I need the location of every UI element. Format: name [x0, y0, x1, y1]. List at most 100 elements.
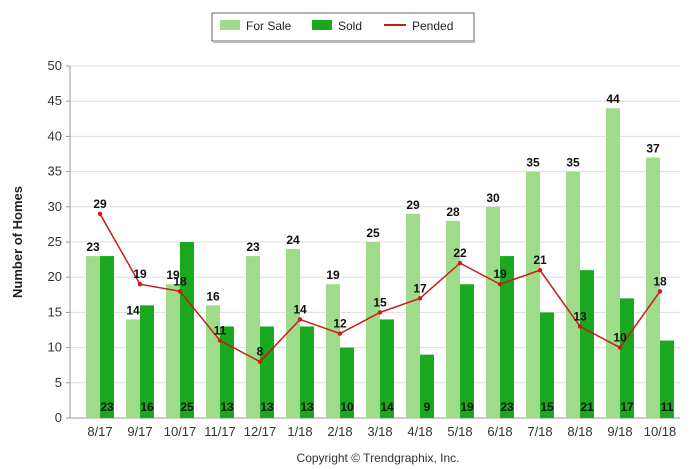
for-sale-value-label: 14: [126, 303, 140, 317]
pended-point: [617, 345, 623, 350]
pended-point: [537, 267, 543, 273]
pended-value-label: 8: [257, 345, 264, 359]
bar-for-sale: [486, 206, 500, 418]
pended-value-label: 15: [373, 295, 387, 309]
legend-label-for-sale: For Sale: [246, 19, 292, 33]
y-tick-label: 25: [48, 234, 62, 249]
pended-point: [337, 331, 343, 336]
for-sale-value-label: 23: [86, 240, 100, 254]
legend-swatch-for-sale: [220, 20, 240, 30]
x-tick-label: 8/18: [567, 424, 592, 439]
pended-point: [97, 211, 103, 217]
bar-sold: [180, 242, 194, 418]
pended-point: [137, 282, 143, 287]
sold-value-label: 11: [661, 400, 674, 414]
x-tick-label: 4/18: [407, 424, 432, 439]
sold-value-label: 23: [500, 400, 514, 414]
bar-sold: [540, 312, 554, 418]
copyright-text: Copyright © Trendgraphix, Inc.: [297, 451, 460, 465]
pended-line: [97, 211, 663, 364]
x-tick-label: 9/18: [607, 424, 632, 439]
x-tick-label: 6/18: [487, 424, 512, 439]
pended-value-label: 21: [533, 253, 547, 267]
y-tick-label: 10: [48, 340, 62, 355]
pended-value-label: 13: [573, 309, 587, 323]
for-sale-value-label: 23: [246, 240, 260, 254]
pended-point: [417, 296, 423, 301]
x-tick-label: 3/18: [367, 424, 392, 439]
bar-sold: [660, 340, 674, 418]
bar-for-sale: [566, 171, 580, 418]
bar-for-sale: [446, 220, 460, 418]
pended-value-label: 18: [173, 274, 187, 288]
pended-point: [657, 289, 663, 294]
bar-sold: [100, 256, 114, 418]
pended-value-label: 14: [293, 302, 307, 316]
bar-for-sale: [126, 319, 140, 418]
pended-point: [297, 317, 303, 322]
for-sale-value-label: 30: [486, 191, 500, 205]
legend-label-pended: Pended: [412, 19, 453, 33]
bar-for-sale: [406, 213, 420, 418]
bar-sold: [380, 319, 394, 418]
axes: 0 5 10 15 20 25 30 35 40 45 50 8/17 9/17 10/17 11/17 12…: [48, 58, 677, 439]
for-sale-value-label: 24: [286, 233, 300, 247]
y-tick-label: 0: [55, 410, 62, 425]
y-tick-label: 45: [48, 93, 62, 108]
pended-point: [177, 289, 183, 294]
for-sale-value-label: 28: [446, 205, 460, 219]
pended-value-label: 18: [653, 274, 667, 288]
bar-for-sale: [366, 242, 380, 418]
sold-value-label: 16: [140, 400, 154, 414]
pended-point: [377, 310, 383, 315]
pended-value-label: 19: [493, 267, 507, 281]
pended-value-label: 11: [214, 324, 227, 338]
x-tick-label: 10/17: [164, 424, 197, 439]
bar-for-sale: [326, 284, 340, 418]
pended-point: [217, 338, 223, 343]
for-sale-value-label: 19: [166, 268, 180, 282]
legend-label-sold: Sold: [338, 19, 362, 33]
bar-sold: [420, 354, 434, 418]
x-tick-label: 12/17: [244, 424, 277, 439]
pended-point: [257, 359, 263, 364]
sold-value-label: 13: [220, 400, 234, 414]
y-axis-label: Number of Homes: [10, 186, 25, 298]
sold-value-label: 15: [540, 400, 554, 414]
x-tick-label: 9/17: [127, 424, 152, 439]
pended-value-label: 17: [413, 281, 427, 295]
x-tick-label: 5/18: [447, 424, 472, 439]
sold-value-label: 25: [180, 400, 194, 414]
x-tick-label: 8/17: [87, 424, 112, 439]
for-sale-value-label: 16: [206, 289, 220, 303]
legend-box: [211, 12, 475, 42]
bar-for-sale: [86, 256, 100, 418]
for-sale-value-label: 19: [326, 268, 340, 282]
y-tick-label: 30: [48, 199, 62, 214]
x-tick-label: 7/18: [527, 424, 552, 439]
for-sale-value-label: 37: [646, 142, 660, 156]
bar-sold: [140, 305, 154, 418]
bar-for-sale: [286, 249, 300, 418]
x-tick-label: 10/18: [644, 424, 677, 439]
bar-sold: [620, 298, 634, 418]
legend: For Sale Sold Pended: [211, 12, 475, 43]
y-tick-label: 50: [48, 58, 62, 73]
pended-value-label: 29: [93, 197, 107, 211]
bars: [86, 108, 674, 419]
y-tick-label: 15: [48, 304, 62, 319]
bar-sold: [300, 326, 314, 418]
pended-point: [577, 324, 583, 329]
for-sale-value-label: 29: [406, 198, 420, 212]
sold-value-label: 23: [100, 400, 114, 414]
bar-sold: [340, 347, 354, 418]
x-tick-label: 11/17: [204, 424, 236, 439]
pended-point: [457, 260, 463, 266]
y-tick-label: 40: [48, 128, 62, 143]
x-tick-label: 1/18: [287, 424, 312, 439]
pended-value-label: 22: [453, 246, 467, 260]
bar-for-sale: [606, 108, 620, 419]
bar-sold: [220, 326, 234, 418]
